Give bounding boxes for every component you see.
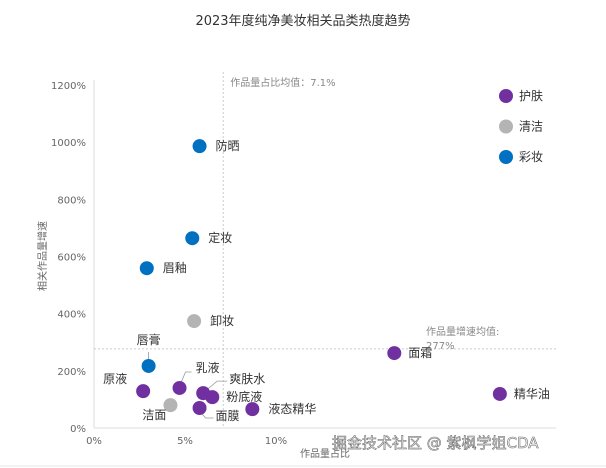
data-point — [172, 380, 187, 395]
y-tick-label: 0% — [70, 424, 86, 435]
y-tick-label: 400% — [57, 310, 86, 321]
data-point — [192, 139, 207, 154]
legend-label: 清洁 — [519, 120, 543, 134]
x-tick-label: 0% — [86, 436, 102, 447]
point-label: 卸妆 — [210, 313, 234, 328]
legend-label: 彩妆 — [519, 150, 543, 164]
legend-label: 护肤 — [519, 88, 543, 103]
data-point — [136, 384, 151, 399]
data-point — [187, 314, 202, 329]
data-point — [192, 400, 207, 415]
y-tick-label: 1000% — [51, 138, 86, 149]
point-label: 面膜 — [216, 409, 240, 423]
legend-marker — [499, 119, 513, 134]
point-label: 眉釉 — [163, 260, 187, 275]
data-point — [387, 346, 402, 361]
data-point — [139, 261, 154, 276]
point-label: 洁面 — [142, 408, 166, 422]
x-mean-label: 作品量占比均值：7.1% — [230, 76, 335, 89]
x-tick-label: 10% — [265, 436, 287, 447]
data-point — [205, 390, 220, 405]
point-label: 乳液 — [196, 360, 220, 375]
point-label: 定妆 — [208, 230, 232, 245]
y-tick-label: 200% — [57, 367, 86, 378]
y-axis-label: 相关作品量增速 — [36, 221, 49, 291]
y-tick-label: 800% — [57, 195, 86, 206]
chart-title: 2023年度纯净美妆相关品类热度趋势 — [195, 14, 411, 29]
leader-line — [204, 380, 228, 392]
x-axis-label: 作品量占比 — [300, 447, 350, 460]
data-point — [163, 398, 178, 413]
y-mean-value: 277% — [426, 341, 455, 352]
y-mean-label: 作品量增速均值: — [426, 325, 499, 338]
legend-marker — [499, 89, 513, 103]
point-label: 爽肤水 — [229, 371, 265, 386]
x-tick-label: 5% — [177, 436, 193, 447]
legend-marker — [499, 150, 513, 164]
data-point — [245, 402, 260, 417]
point-label: 粉底液 — [226, 389, 262, 404]
point-label: 原液 — [103, 371, 127, 386]
data-point — [141, 358, 156, 373]
data-point — [185, 231, 200, 246]
point-label: 精华油 — [514, 387, 550, 401]
point-label: 唇膏 — [137, 332, 161, 347]
data-point — [492, 386, 507, 401]
y-tick-label: 600% — [57, 253, 86, 264]
watermark: 掘金技术社区 @ 紫枫学姐CDA — [332, 434, 539, 452]
point-label: 面霜 — [408, 346, 432, 360]
point-label: 防晒 — [216, 138, 240, 153]
point-label: 液态精华 — [268, 401, 316, 416]
y-tick-label: 1200% — [51, 81, 86, 92]
